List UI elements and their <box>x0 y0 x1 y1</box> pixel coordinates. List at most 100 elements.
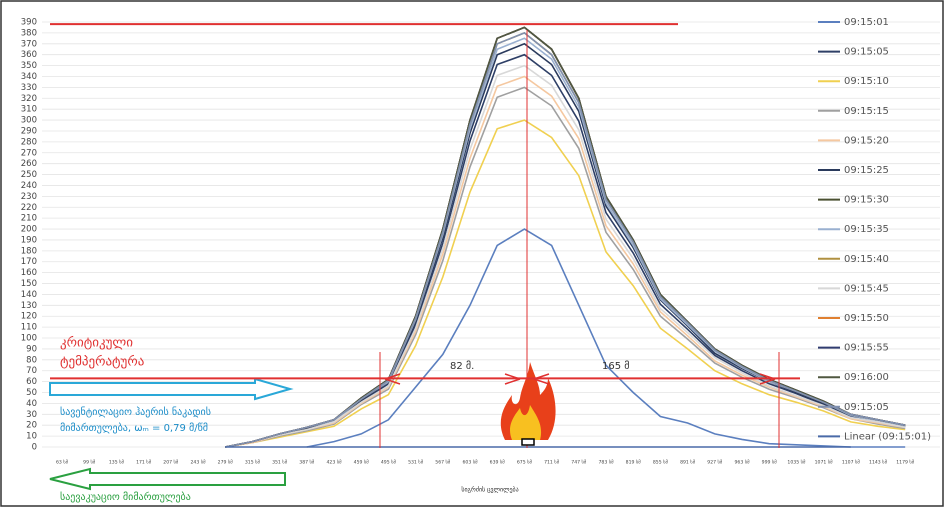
x-tick-label: 675 სმ <box>517 459 533 466</box>
x-tick-label: 711 სმ <box>544 459 560 466</box>
y-tick-label: 360 <box>21 50 37 60</box>
y-tick-label: 240 <box>21 181 37 191</box>
legend-label: 09:15:55 <box>844 343 889 354</box>
x-tick-label: 567 სმ <box>435 459 451 466</box>
y-tick-label: 180 <box>21 246 37 256</box>
y-tick-label: 260 <box>21 159 37 169</box>
x-tick-label: 603 სმ <box>462 459 478 466</box>
legend-label: 09:15:05 <box>844 47 889 58</box>
x-tick-label: 1035 სმ <box>787 459 806 466</box>
x-tick-label: 999 სმ <box>762 459 778 466</box>
evacuation-arrow <box>50 469 285 489</box>
x-tick-label: 171 სმ <box>136 459 152 466</box>
x-tick-label: 495 სმ <box>381 459 397 466</box>
evacuation-label: საევაკუაციო მიმართულება <box>60 491 191 503</box>
x-tick-label: 819 სმ <box>626 459 642 466</box>
y-tick-label: 60 <box>26 377 37 387</box>
x-tick-label: 387 სმ <box>299 459 315 466</box>
legend-label: 09:15:50 <box>844 313 889 324</box>
critical-label: ტემპერატურა <box>60 355 144 370</box>
y-tick-label: 30 <box>26 410 37 420</box>
x-tick-label: 855 სმ <box>653 459 669 466</box>
legend-label: 09:15:45 <box>844 283 889 294</box>
x-tick-label: 927 სმ <box>707 459 723 466</box>
y-tick-label: 10 <box>26 432 37 442</box>
legend-label: 09:15:35 <box>844 224 889 235</box>
y-tick-label: 140 <box>21 290 37 300</box>
y-tick-label: 90 <box>26 344 37 354</box>
y-tick-label: 250 <box>21 170 37 180</box>
x-tick-label: 639 სმ <box>490 459 506 466</box>
x-tick-label: 1143 სმ <box>869 459 888 466</box>
ventilation-label: სავენტილაციო ჰაერის ნაკადის <box>60 406 211 418</box>
x-tick-label: 459 სმ <box>354 459 370 466</box>
legend-label: 09:15:15 <box>844 106 889 117</box>
y-tick-label: 270 <box>21 148 37 158</box>
legend-label: 09:15:05 <box>844 402 889 413</box>
y-tick-label: 300 <box>21 116 37 126</box>
y-tick-label: 0 <box>32 443 37 453</box>
y-tick-label: 160 <box>21 268 37 278</box>
legend-label: 09:15:40 <box>844 254 889 265</box>
y-tick-label: 320 <box>21 94 37 104</box>
legend-label: 09:15:30 <box>844 195 889 206</box>
legend-label: 09:16:00 <box>844 372 889 383</box>
critical-label: კრიტიკული <box>60 336 133 351</box>
x-axis-title: სიგრძის ცვლილება <box>461 487 518 494</box>
y-tick-label: 370 <box>21 39 37 49</box>
x-tick-label: 207 სმ <box>163 459 179 466</box>
y-tick-label: 100 <box>21 334 37 344</box>
y-tick-label: 110 <box>21 323 37 333</box>
x-tick-label: 1107 სმ <box>842 459 861 466</box>
fire-source <box>522 439 534 445</box>
x-tick-label: 315 სმ <box>245 459 261 466</box>
y-tick-label: 340 <box>21 72 37 82</box>
x-tick-label: 243 სმ <box>190 459 206 466</box>
y-tick-label: 350 <box>21 61 37 71</box>
y-tick-label: 40 <box>26 399 37 409</box>
y-tick-label: 20 <box>26 421 37 431</box>
y-tick-label: 120 <box>21 312 37 322</box>
y-tick-label: 230 <box>21 192 37 202</box>
y-tick-label: 390 <box>21 18 37 28</box>
x-tick-label: 1071 სმ <box>815 459 834 466</box>
y-tick-label: 310 <box>21 105 37 115</box>
legend-label: Linear (09:15:01) <box>844 431 931 442</box>
ventilation-arrow <box>50 379 290 399</box>
y-tick-label: 70 <box>26 366 37 376</box>
y-tick-label: 200 <box>21 225 37 235</box>
x-tick-label: 783 სმ <box>598 459 614 466</box>
distance-label: 82 მ. <box>450 360 474 372</box>
y-tick-label: 150 <box>21 279 37 289</box>
chart: 0102030405060708090100110120130140150160… <box>0 0 945 508</box>
y-tick-label: 190 <box>21 235 37 245</box>
y-tick-label: 290 <box>21 126 37 136</box>
x-tick-label: 531 სმ <box>408 459 424 466</box>
ventilation-label: მიმართულება, ωₘ = 0,79 მ/წმ <box>60 422 208 434</box>
legend-label: 09:15:01 <box>844 17 889 28</box>
y-tick-label: 330 <box>21 83 37 93</box>
x-tick-label: 135 სმ <box>109 459 125 466</box>
x-tick-label: 351 სმ <box>272 459 288 466</box>
legend-label: 09:15:10 <box>844 76 889 87</box>
x-tick-label: 747 სმ <box>571 459 587 466</box>
x-tick-label: 963 სმ <box>734 459 750 466</box>
x-tick-label: 1179 სმ <box>896 459 915 466</box>
y-tick-label: 220 <box>21 203 37 213</box>
page: 0102030405060708090100110120130140150160… <box>0 0 945 508</box>
y-tick-label: 130 <box>21 301 37 311</box>
y-tick-label: 50 <box>26 388 37 398</box>
legend-label: 09:15:25 <box>844 165 889 176</box>
x-tick-label: 423 სმ <box>326 459 342 466</box>
y-tick-label: 380 <box>21 28 37 38</box>
y-tick-label: 170 <box>21 257 37 267</box>
x-tick-label: 63 სმ <box>56 459 69 466</box>
distance-label: 165 მ <box>602 360 630 372</box>
y-tick-label: 210 <box>21 214 37 224</box>
x-tick-label: 99 სმ <box>83 459 96 466</box>
x-tick-label: 279 სმ <box>218 459 234 466</box>
legend-label: 09:15:20 <box>844 135 889 146</box>
y-tick-label: 280 <box>21 137 37 147</box>
y-tick-label: 80 <box>26 355 37 365</box>
x-tick-label: 891 სმ <box>680 459 696 466</box>
